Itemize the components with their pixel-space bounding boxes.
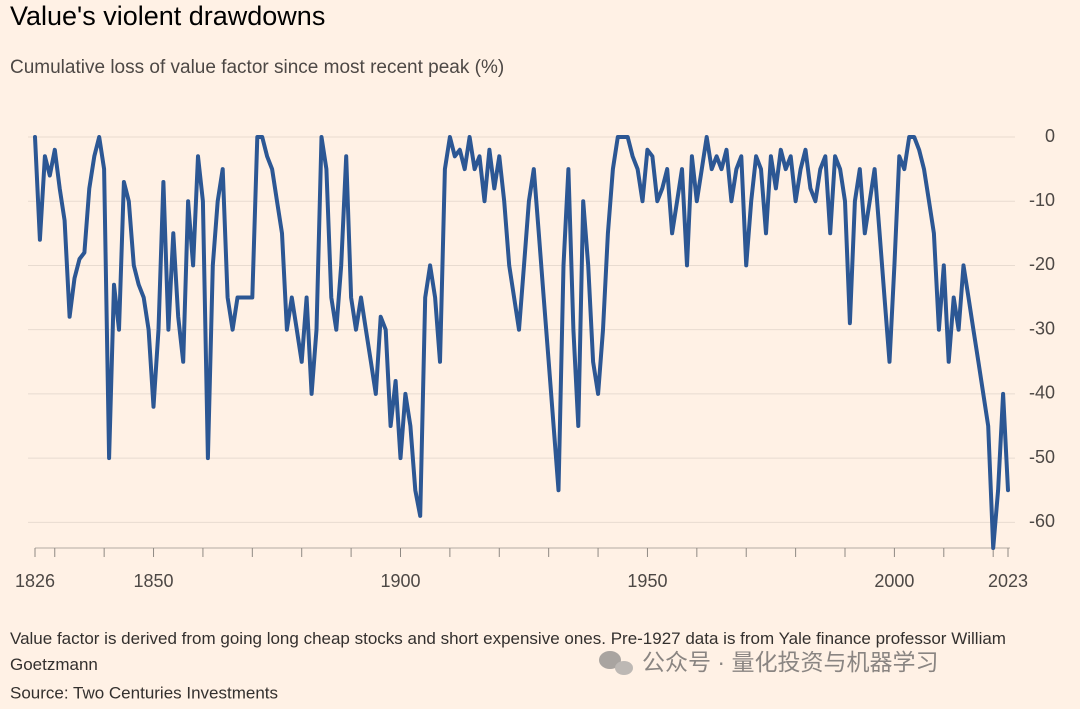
chart-subtitle: Cumulative loss of value factor since mo… bbox=[10, 57, 504, 78]
data-line bbox=[33, 135, 1010, 550]
note: Value factor is derived from going long … bbox=[10, 629, 1006, 674]
x-tick-label: 2000 bbox=[874, 571, 914, 591]
watermark-icon bbox=[599, 651, 633, 675]
chart-title: Value's violent drawdowns bbox=[10, 1, 325, 31]
x-tick-label: 1950 bbox=[627, 571, 667, 591]
x-tick-label: 1900 bbox=[380, 571, 420, 591]
x-tick-label: 2023 bbox=[988, 571, 1028, 591]
y-tick-label: -30 bbox=[1029, 318, 1055, 338]
y-tick-label: 0 bbox=[1045, 126, 1055, 146]
source: Source: Two Centuries Investments bbox=[10, 683, 278, 702]
watermark: 公众号 · 量化投资与机器学习 bbox=[642, 649, 938, 675]
x-tick-label: 1826 bbox=[15, 571, 55, 591]
y-tick-label: -60 bbox=[1029, 511, 1055, 531]
x-tick-label: 1850 bbox=[134, 571, 174, 591]
y-tick-label: -10 bbox=[1029, 190, 1055, 210]
y-tick-label: -40 bbox=[1029, 383, 1055, 403]
note-box: Value factor is derived from going long … bbox=[10, 629, 1006, 674]
y-tick-label: -50 bbox=[1029, 447, 1055, 467]
y-tick-label: -20 bbox=[1029, 254, 1055, 274]
